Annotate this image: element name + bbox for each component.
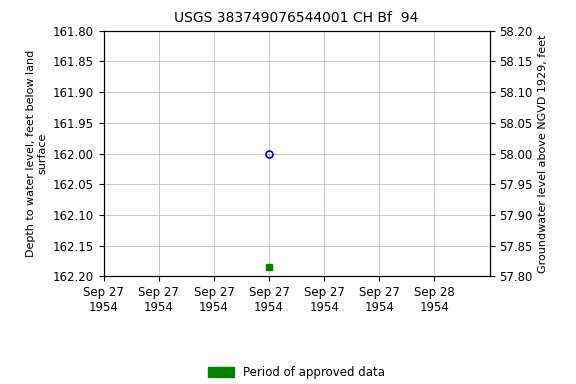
Y-axis label: Groundwater level above NGVD 1929, feet: Groundwater level above NGVD 1929, feet (539, 35, 548, 273)
Y-axis label: Depth to water level, feet below land
surface: Depth to water level, feet below land su… (26, 50, 47, 257)
Title: USGS 383749076544001 CH Bf  94: USGS 383749076544001 CH Bf 94 (175, 12, 419, 25)
Legend: Period of approved data: Period of approved data (203, 361, 390, 384)
